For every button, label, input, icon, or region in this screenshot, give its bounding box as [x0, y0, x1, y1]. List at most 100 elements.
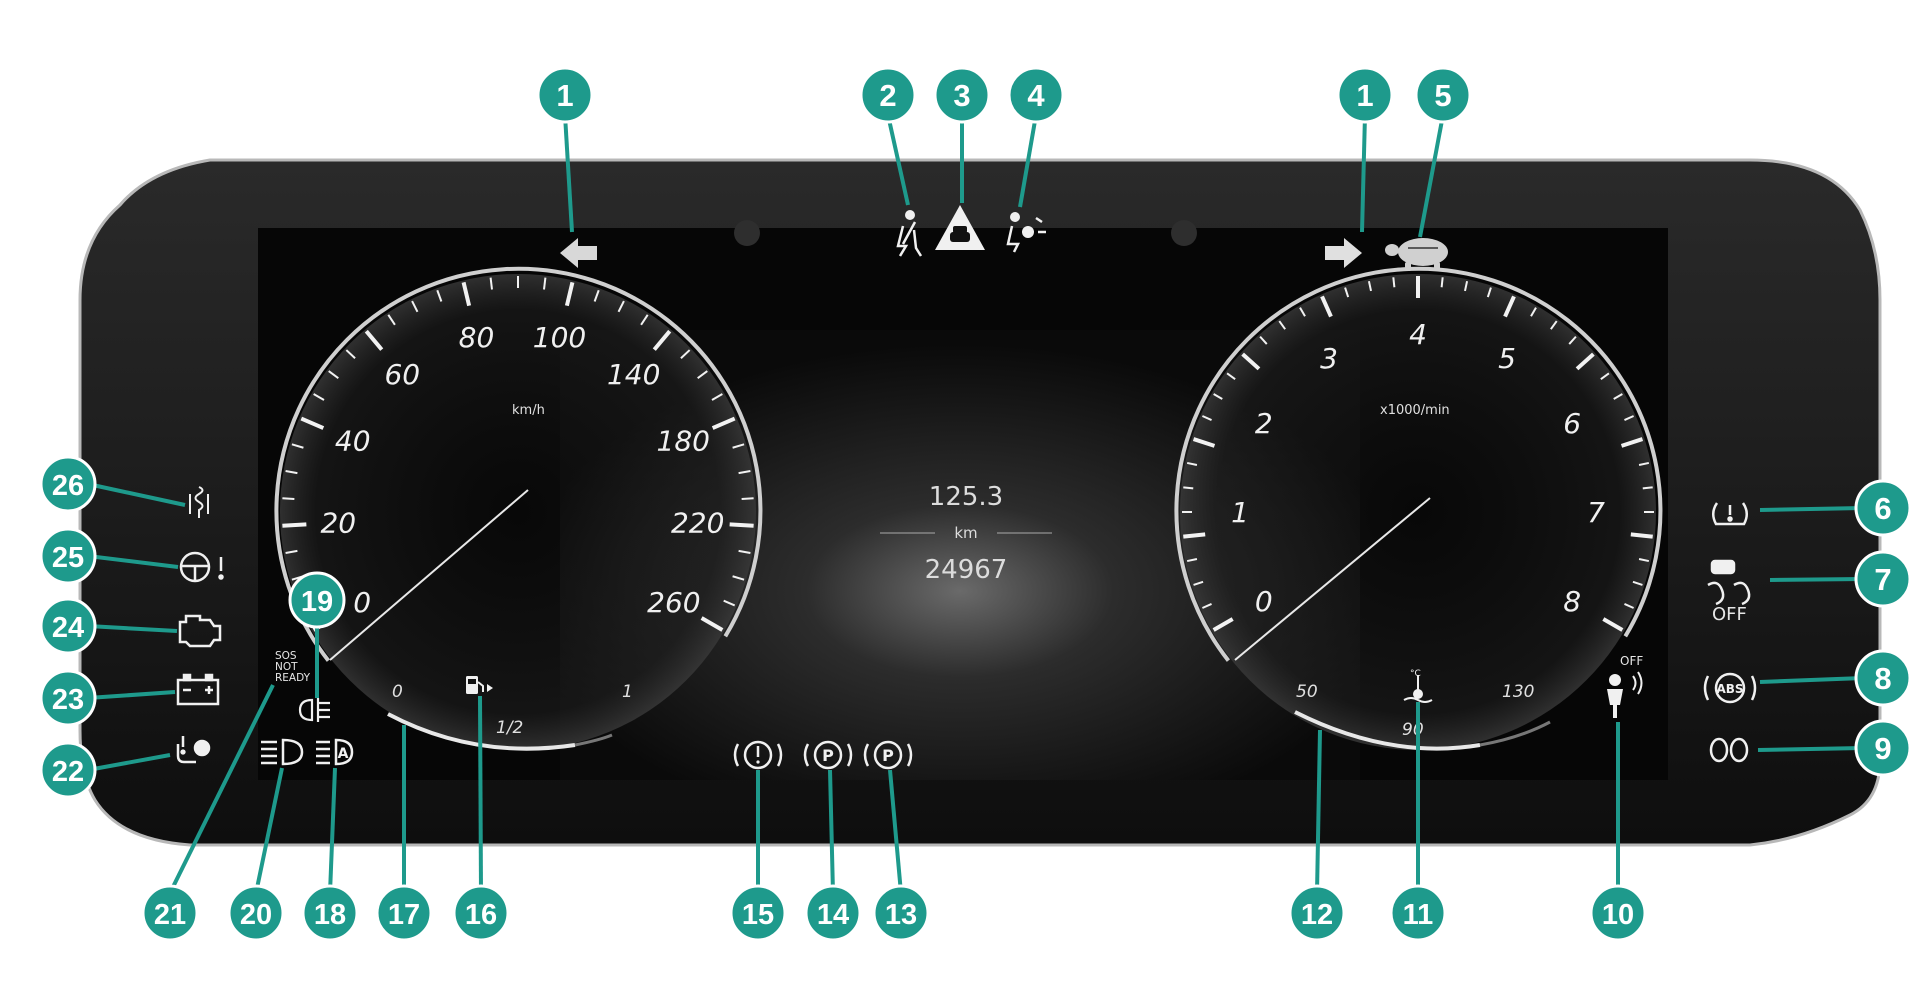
fuel-gauge-arc-end [574, 733, 613, 747]
abs-icon: ABS [1703, 672, 1757, 704]
esp-off-icon [1707, 559, 1751, 606]
tachometer-label-1: 1 [1231, 496, 1249, 529]
tachometer-label-0: 0 [1255, 585, 1273, 618]
tachometer-tick [1241, 352, 1261, 371]
callout-5-number: 5 [1434, 78, 1451, 113]
speedometer-tick [411, 300, 419, 313]
speedometer-tick [700, 616, 724, 632]
speedometer-tick [285, 470, 298, 475]
tachometer-tick [1624, 415, 1635, 421]
odometer-unit: km [954, 524, 977, 542]
callout-8-circle [1854, 649, 1912, 707]
tachometer-tick [1186, 558, 1198, 563]
speedometer-label-260: 260 [647, 586, 700, 619]
callout-9-circle [1854, 719, 1912, 777]
callout-13: 13 [872, 884, 930, 942]
tachometer-tick [1440, 277, 1444, 288]
callout-20-circle [227, 884, 285, 942]
parking-brake-icon: P [803, 740, 853, 770]
speedometer-label-80: 80 [459, 321, 495, 354]
tachometer-tick [1632, 580, 1643, 586]
callout-5-circle [1414, 66, 1472, 124]
speedometer-tick [364, 329, 384, 351]
tachometer-needle [1234, 497, 1431, 661]
callout-1-right: 1 [1336, 66, 1394, 124]
speedometer-tick [680, 349, 691, 360]
svg-text:°C: °C [1410, 669, 1421, 679]
speedometer-tick [732, 575, 745, 581]
callout-18: 18 [301, 884, 359, 942]
callout-26-number: 26 [52, 470, 84, 502]
callout-4-number: 4 [1027, 78, 1045, 113]
esp-off-label: OFF [1712, 604, 1747, 625]
callout-21: 21 [141, 884, 199, 942]
speedometer-label-0: 0 [353, 586, 371, 619]
speedometer-tick [564, 281, 575, 307]
callout-leaders [87, 114, 1864, 894]
callout-4-circle [1007, 66, 1065, 124]
airbag-icon [1006, 212, 1046, 253]
callout-15-circle [729, 884, 787, 942]
callout-14-number: 14 [817, 899, 849, 931]
callout-4: 4 [1007, 66, 1065, 124]
tachometer-tick [1486, 287, 1492, 298]
callout-12: 12 [1288, 884, 1346, 942]
tachometer-tick [1320, 295, 1333, 318]
callout-13-circle [872, 884, 930, 942]
callout-23-number: 23 [52, 684, 84, 716]
tachometer-label-4: 4 [1409, 318, 1427, 351]
callout-22-circle [39, 741, 97, 799]
speedometer-tick [387, 314, 396, 326]
svg-text:P: P [882, 746, 894, 765]
tachometer-tick [1600, 372, 1610, 380]
speedometer-tick [489, 277, 493, 290]
tachometer-tick [1259, 335, 1268, 345]
fuel-label-full: 1 [622, 682, 633, 702]
callout-25: 25 [39, 527, 97, 585]
speedometer-tick [291, 443, 304, 449]
temperature-gauge-arc [1294, 710, 1481, 751]
tachometer-tick [1638, 558, 1650, 563]
svg-text:ABS: ABS [1716, 682, 1743, 696]
tachometer-tick [1602, 617, 1624, 632]
callout-22-number: 22 [52, 756, 84, 788]
callout-1-left-circle [536, 66, 594, 124]
callout-11-circle [1389, 884, 1447, 942]
callout-23-circle [39, 669, 97, 727]
speedometer-label-180: 180 [657, 425, 710, 458]
callout-24-number: 24 [52, 612, 84, 644]
tachometer: 0 1 2 3 4 5 6 7 8 x1000/min 50 90 130 [1174, 266, 1663, 751]
callout-2-circle [859, 66, 917, 124]
callout-10-circle [1589, 884, 1647, 942]
tachometer-label-2: 2 [1255, 407, 1273, 440]
speedometer-tick [732, 443, 745, 449]
speedometer-tick [729, 522, 754, 528]
callout-2-number: 2 [879, 78, 896, 113]
tachometer-tick [1630, 532, 1653, 539]
speedometer-tick [543, 277, 547, 290]
speedometer-label-20: 20 [320, 506, 356, 539]
tachometer-tick [1620, 437, 1644, 448]
tachometer-tick [1183, 486, 1194, 490]
speedometer-labels: 0 20 40 60 80 100 140 180 220 260 [320, 321, 724, 619]
temperature-label-130: 130 [1502, 682, 1534, 702]
callout-19-number: 19 [301, 586, 333, 618]
callout-9: 9 [1854, 719, 1912, 777]
speedometer-tick [652, 329, 672, 351]
callout-17-number: 17 [388, 899, 420, 931]
check-engine-icon [178, 614, 222, 648]
callout-markers: 1 12 3 4 56789101112131415161718192021222324… [39, 66, 1912, 942]
callout-15-number: 15 [742, 899, 774, 931]
sos-line-1: SOS [275, 650, 297, 662]
tachometer-tick [1278, 320, 1286, 330]
tachometer-tick [1226, 372, 1236, 380]
callout-20: 20 [227, 884, 285, 942]
sensor-left [734, 220, 760, 246]
tachometer-unit: x1000/min [1380, 403, 1450, 418]
callout-7-number: 7 [1874, 562, 1891, 597]
speedometer-tick [285, 549, 298, 554]
tachometer-label-8: 8 [1563, 585, 1581, 618]
sensor-right [1171, 220, 1197, 246]
